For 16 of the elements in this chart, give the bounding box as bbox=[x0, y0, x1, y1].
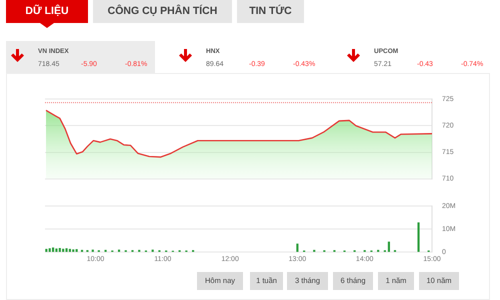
bar bbox=[45, 248, 48, 252]
bar bbox=[62, 248, 64, 252]
text: TIN TỨC bbox=[248, 5, 293, 17]
bar bbox=[296, 244, 298, 252]
bar bbox=[72, 249, 74, 252]
bar bbox=[76, 249, 78, 252]
bar bbox=[388, 242, 390, 252]
bar bbox=[48, 248, 51, 252]
bar bbox=[52, 248, 54, 252]
text: DỮ LIỆU bbox=[24, 5, 70, 17]
bar bbox=[65, 248, 68, 252]
bar bbox=[68, 248, 71, 252]
text: CÔNG CỤ PHÂN TÍCH bbox=[106, 5, 218, 17]
bar bbox=[55, 248, 58, 252]
bar bbox=[58, 248, 61, 252]
bar bbox=[417, 222, 420, 252]
